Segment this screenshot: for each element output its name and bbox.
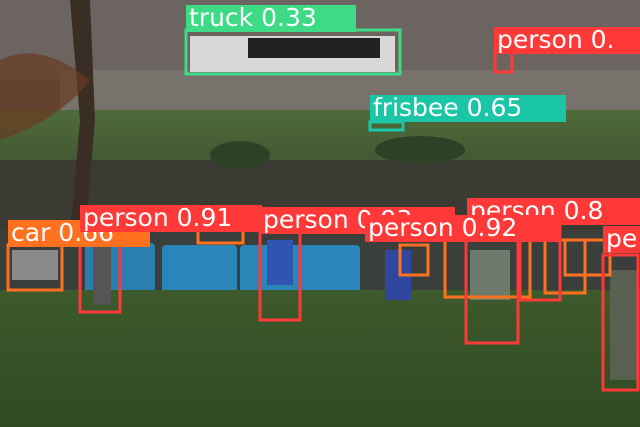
box [398,243,430,277]
box [601,253,640,392]
label: person 0.91 [83,203,232,232]
box [563,238,612,277]
label-bg [365,215,560,242]
label-bg [80,205,262,232]
label-bg [186,5,356,32]
label-bg [494,27,640,54]
label: pe [606,224,637,253]
label-bg [603,226,640,253]
label-bg [370,95,566,122]
label: person 0. [497,25,615,54]
label: person 0.92 [368,213,517,242]
label: frisbee 0.65 [373,93,522,122]
label: truck 0.33 [189,3,317,32]
